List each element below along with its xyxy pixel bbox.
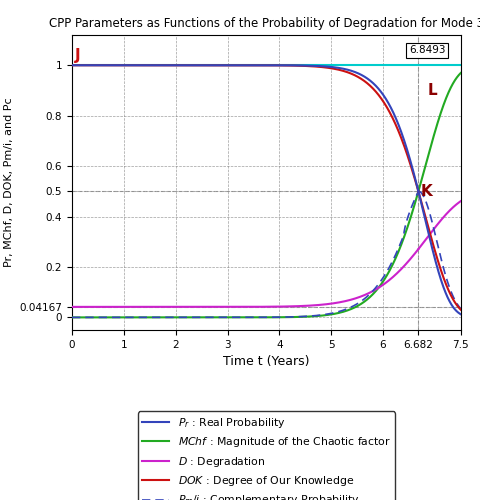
- X-axis label: Time t (Years): Time t (Years): [223, 356, 310, 368]
- Text: 6.8493: 6.8493: [409, 45, 445, 55]
- Text: K: K: [420, 184, 432, 199]
- Legend: $P_r$ : Real Probability, $MChf$ : Magnitude of the Chaotic factor, $D$ : Degrad: $P_r$ : Real Probability, $MChf$ : Magni…: [138, 412, 395, 500]
- Text: J: J: [74, 48, 80, 62]
- Text: L: L: [428, 83, 438, 98]
- Y-axis label: Pr, MChf, D, DOK, Pm/i, and Pc: Pr, MChf, D, DOK, Pm/i, and Pc: [4, 98, 14, 268]
- Title: CPP Parameters as Functions of the Probability of Degradation for Mode 3: CPP Parameters as Functions of the Proba…: [49, 16, 480, 30]
